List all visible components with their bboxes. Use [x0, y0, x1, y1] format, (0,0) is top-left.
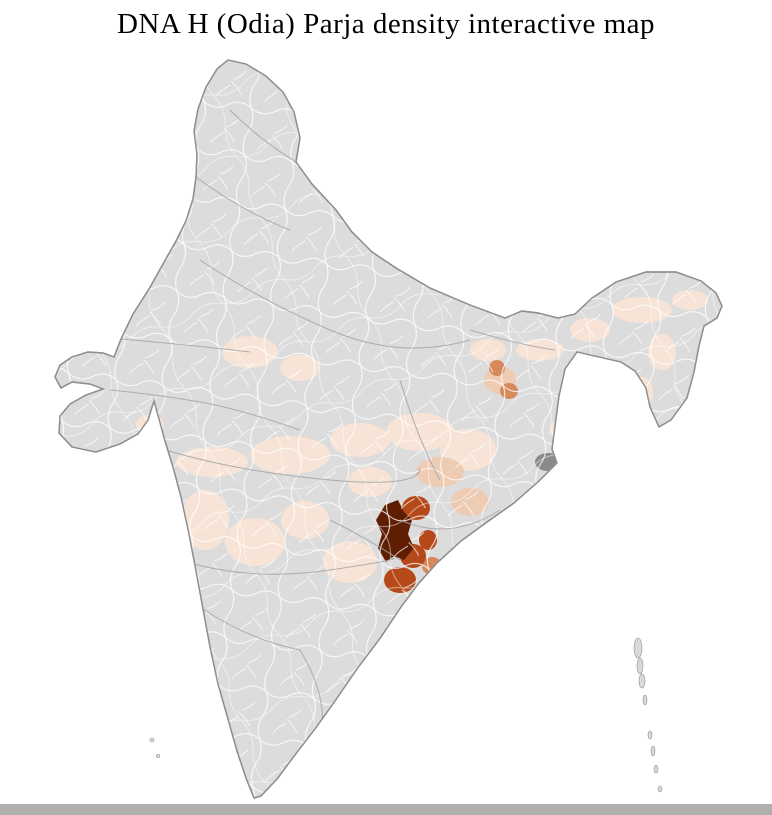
lakshadweep-islands[interactable]	[149, 737, 160, 758]
page-title: DNA H (Odia) Parja density interactive m…	[116, 8, 655, 40]
national-border	[54, 59, 723, 799]
horizontal-scrollbar[interactable]	[0, 804, 772, 815]
andaman-nicobar-islands[interactable]	[633, 637, 663, 793]
district-borders-mesh-2	[55, 60, 722, 798]
